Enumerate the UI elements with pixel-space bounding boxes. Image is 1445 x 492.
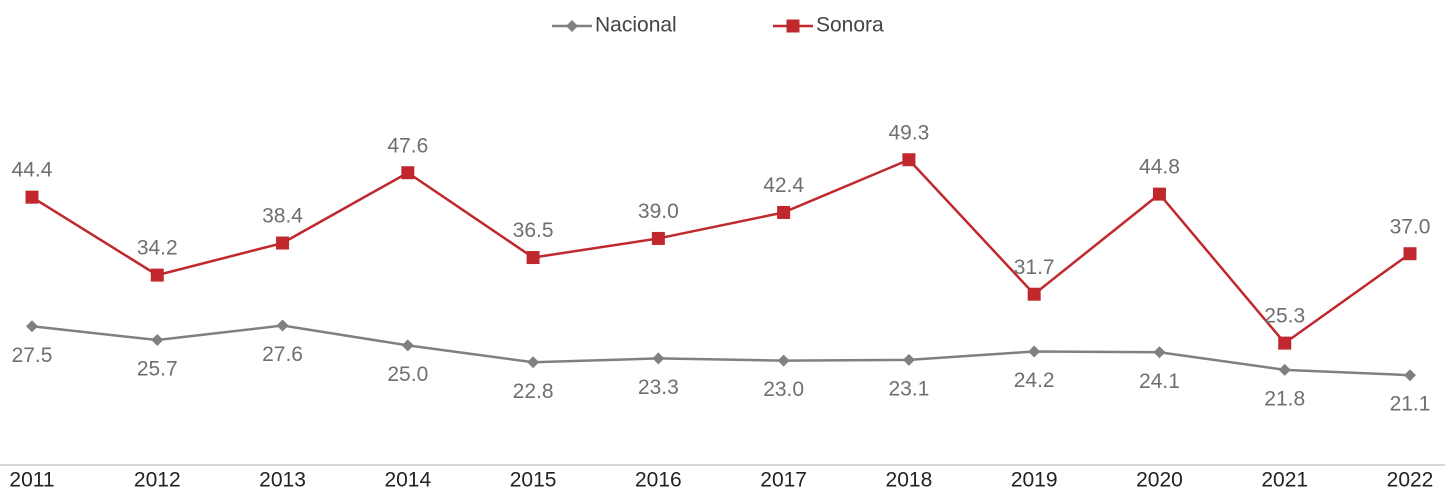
point-marker <box>527 356 540 369</box>
data-label: 42.4 <box>763 174 804 197</box>
data-label: 27.5 <box>12 344 53 367</box>
point-marker <box>1027 287 1041 301</box>
data-label: 21.1 <box>1390 393 1431 416</box>
data-label: 39.0 <box>638 200 679 223</box>
data-label: 36.5 <box>513 219 554 242</box>
x-tick-label: 2019 <box>1011 469 1058 492</box>
data-label: 44.8 <box>1139 156 1180 179</box>
point-marker <box>276 236 290 250</box>
data-label: 23.1 <box>888 377 929 400</box>
data-label: 34.2 <box>137 237 178 260</box>
x-tick-label: 2015 <box>510 469 557 492</box>
point-marker <box>151 334 164 347</box>
point-marker <box>26 320 38 333</box>
x-tick-label: 2014 <box>384 469 431 492</box>
data-label: 37.0 <box>1390 215 1431 238</box>
data-label: 25.3 <box>1264 305 1305 328</box>
x-tick-label: 2012 <box>134 469 181 492</box>
point-marker <box>1028 345 1041 358</box>
series-line <box>31 158 1411 345</box>
x-tick-label: 2017 <box>760 469 807 492</box>
x-tick-label: 2016 <box>635 469 682 492</box>
legend-label: Sonora <box>816 14 884 37</box>
x-tick-label: 2018 <box>886 469 933 492</box>
point-marker <box>1278 363 1291 376</box>
point-marker <box>652 352 665 365</box>
data-label: 24.1 <box>1139 370 1180 393</box>
legend-marker <box>786 19 800 33</box>
data-label: 44.4 <box>12 159 53 182</box>
point-marker <box>150 268 164 282</box>
point-marker <box>526 251 540 265</box>
point-marker <box>1278 336 1292 350</box>
point-marker <box>401 166 415 180</box>
point-marker <box>1403 247 1417 261</box>
legend-marker <box>566 20 578 32</box>
data-label: 25.0 <box>387 363 428 386</box>
data-label: 31.7 <box>1014 256 1055 279</box>
point-marker <box>651 231 665 245</box>
point-marker <box>1152 187 1166 201</box>
point-marker <box>401 339 414 352</box>
data-label: 47.6 <box>387 134 428 157</box>
point-marker <box>25 190 39 204</box>
point-marker <box>902 153 916 167</box>
point-marker <box>777 354 790 367</box>
point-marker <box>1404 369 1416 382</box>
data-label: 21.8 <box>1264 387 1305 410</box>
x-tick-label: 2021 <box>1261 469 1308 492</box>
x-tick-label: 2011 <box>9 469 54 492</box>
data-label: 24.2 <box>1014 369 1055 392</box>
series-line <box>31 324 1411 377</box>
data-label: 23.3 <box>638 376 679 399</box>
x-tick-label: 2013 <box>259 469 306 492</box>
data-label: 22.8 <box>513 380 554 403</box>
point-marker <box>777 205 791 219</box>
x-tick-label: 2022 <box>1387 469 1434 492</box>
data-label: 27.6 <box>262 343 303 366</box>
data-label: 38.4 <box>262 205 303 228</box>
data-label: 23.0 <box>763 378 804 401</box>
point-marker <box>276 319 289 332</box>
data-label: 25.7 <box>137 358 178 381</box>
point-marker <box>902 353 915 366</box>
point-marker <box>1153 346 1166 359</box>
legend-label: Nacional <box>595 14 677 37</box>
x-tick-label: 2020 <box>1136 469 1183 492</box>
data-label: 49.3 <box>888 121 929 144</box>
